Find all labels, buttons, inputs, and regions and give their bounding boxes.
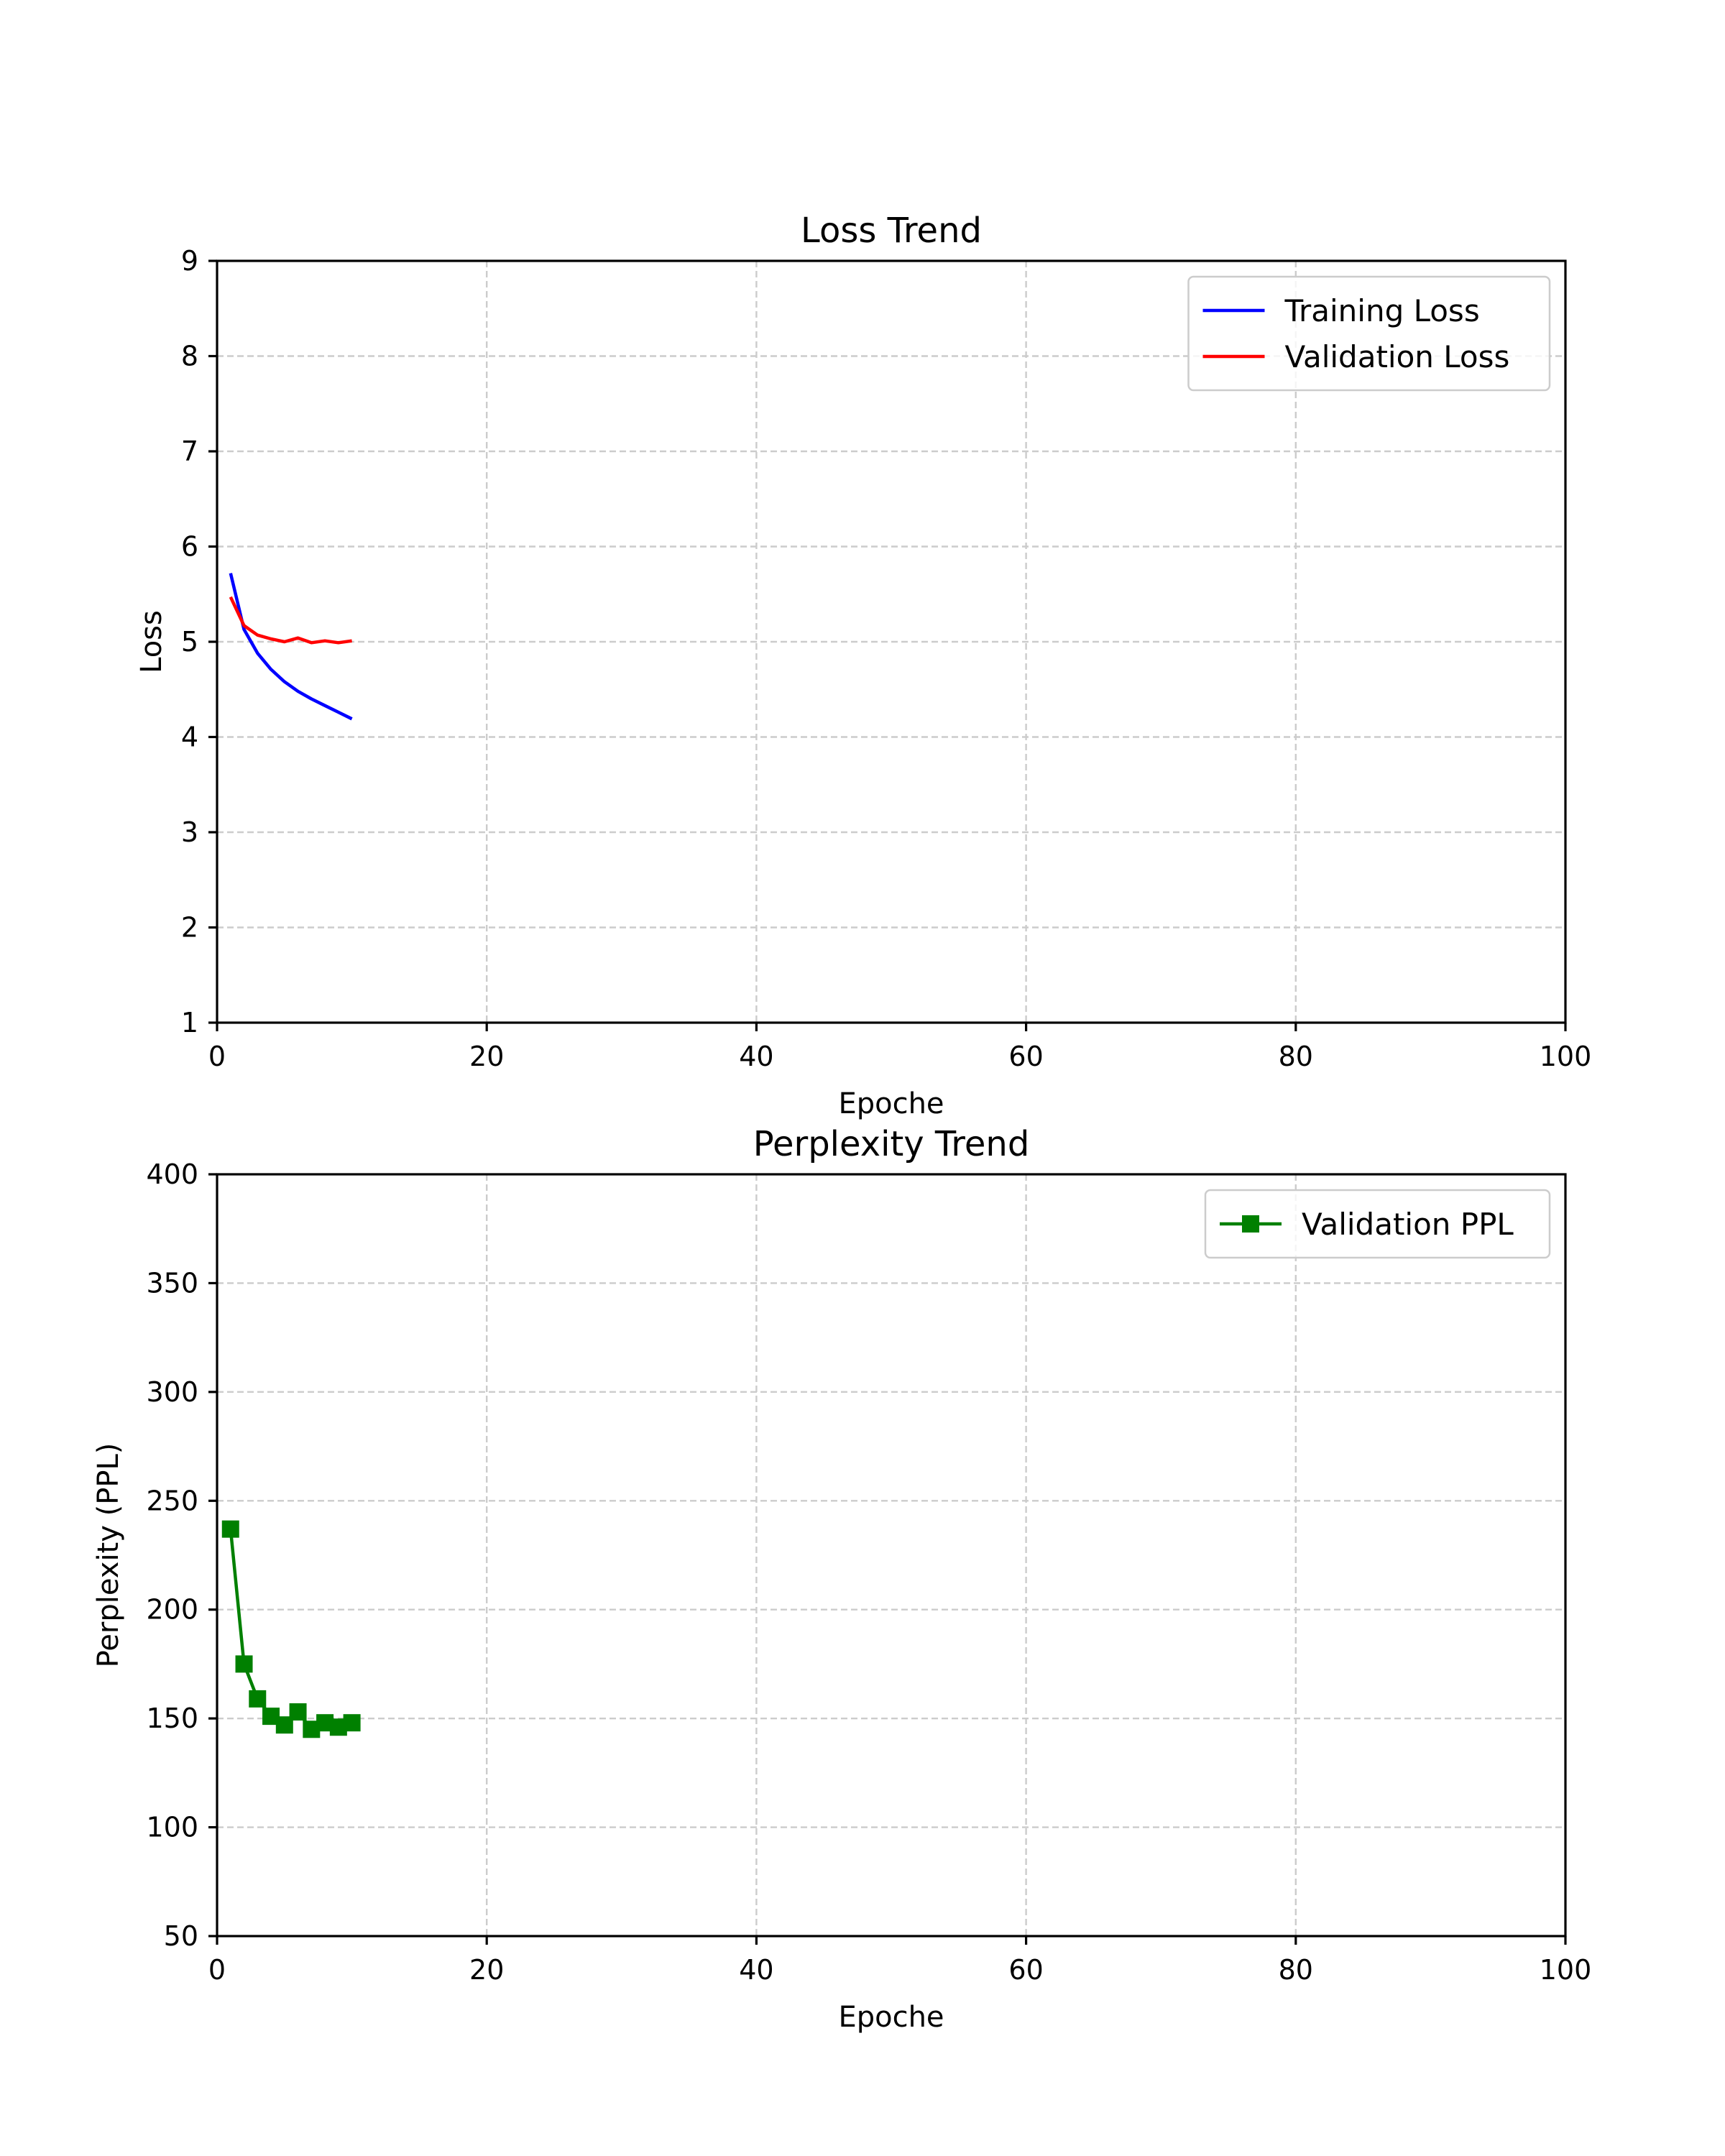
y-tick-label: 9 <box>181 245 198 277</box>
y-tick-label: 200 <box>146 1594 198 1626</box>
x-tick-label: 40 <box>739 1041 773 1072</box>
y-tick-label: 350 <box>146 1267 198 1299</box>
validation-loss-line <box>229 596 352 645</box>
y-tick-label: 3 <box>181 816 198 848</box>
x-tick-label: 20 <box>469 1041 504 1072</box>
y-axis-label: Perplexity (PPL) <box>92 1443 125 1668</box>
validation-ppl-legend-marker <box>1242 1215 1259 1233</box>
y-tick-label: 400 <box>146 1158 198 1190</box>
legend: Validation PPL <box>1204 1189 1551 1259</box>
x-axis-label: Epoche <box>838 1087 944 1120</box>
x-tick-label: 60 <box>1008 1954 1043 1986</box>
validation-ppl-point <box>249 1690 267 1708</box>
x-tick-label: 60 <box>1008 1041 1043 1072</box>
y-tick-label: 7 <box>181 436 198 467</box>
loss-trend-chart: 0 20 40 60 80 100 1 2 3 4 5 6 7 8 9 Loss Trend Epoche… <box>135 211 1591 1120</box>
validation-ppl-point <box>289 1703 307 1721</box>
y-tick-label: 4 <box>181 722 198 753</box>
chart-title: Loss Trend <box>801 211 982 251</box>
y-tick-label: 5 <box>181 626 198 658</box>
x-tick-label: 80 <box>1279 1954 1313 1986</box>
legend: Training Loss Validation Loss <box>1187 275 1551 392</box>
x-tick-label: 20 <box>469 1954 504 1986</box>
validation-ppl-point <box>235 1655 253 1673</box>
chart-title: Perplexity Trend <box>753 1124 1030 1164</box>
x-tick-label: 40 <box>739 1954 773 1986</box>
y-tick-label: 6 <box>181 531 198 563</box>
perplexity-trend-chart: 0 20 40 60 80 100 50 100 150 200 250 300 350 400 Per… <box>92 1124 1591 2034</box>
training-loss-line <box>229 573 353 721</box>
x-tick-label: 0 <box>208 1041 226 1072</box>
y-tick-label: 300 <box>146 1376 198 1408</box>
validation-loss-legend-label: Validation Loss <box>1285 339 1510 374</box>
validation-ppl-legend-label: Validation PPL <box>1302 1207 1514 1242</box>
legend-box <box>1187 275 1551 392</box>
y-tick-label: 100 <box>146 1812 198 1843</box>
y-axis-label: Loss <box>135 610 168 673</box>
y-tick-label: 150 <box>146 1703 198 1734</box>
validation-ppl-point <box>221 1520 239 1538</box>
plot-frame <box>216 1173 1567 1938</box>
legend-box <box>1204 1189 1551 1259</box>
x-axis-label: Epoche <box>838 2001 944 2034</box>
y-tick-label: 8 <box>181 341 198 372</box>
y-tick-label: 2 <box>181 912 198 944</box>
x-tick-label: 100 <box>1540 1041 1592 1072</box>
x-tick-label: 100 <box>1540 1954 1592 1986</box>
y-tick-label: 50 <box>164 1920 198 1952</box>
x-tick-label: 0 <box>208 1954 226 1986</box>
validation-ppl-point <box>343 1714 361 1732</box>
y-tick-label: 250 <box>146 1485 198 1516</box>
y-tick-label: 1 <box>181 1007 198 1038</box>
training-loss-legend-label: Training Loss <box>1284 293 1480 328</box>
x-tick-label: 80 <box>1279 1041 1313 1072</box>
